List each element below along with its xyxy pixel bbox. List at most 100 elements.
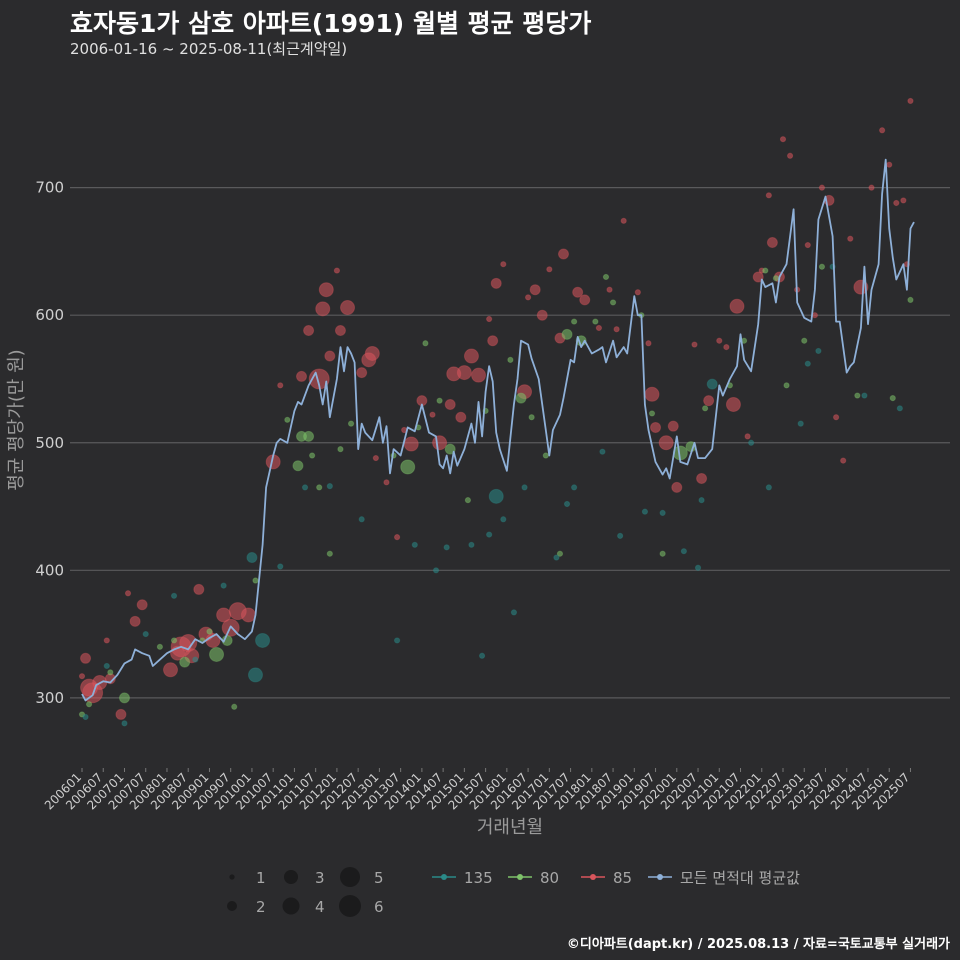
legend-series-label: 모든 면적대 평균값 (680, 869, 800, 887)
scatter-point-85 (900, 197, 907, 204)
scatter-point-85 (557, 248, 569, 260)
scatter-point-80 (772, 275, 780, 282)
legend-size-label: 2 (256, 898, 266, 916)
scatter-point-80 (118, 692, 130, 704)
scatter-point-80 (659, 550, 666, 557)
scatter-point-80 (85, 701, 93, 708)
scatter-point-80 (507, 356, 514, 363)
scatter-point-85 (786, 152, 794, 159)
scatter-point-85 (463, 348, 479, 364)
legend-size-label: 1 (256, 869, 266, 887)
scatter-point-80 (515, 392, 527, 404)
scatter-point-80 (907, 296, 914, 304)
scatter-point-85 (340, 300, 356, 316)
y-tick-label: 300 (35, 689, 64, 707)
scatter-point-135 (748, 439, 755, 446)
scatter-point-80 (170, 637, 178, 644)
scatter-point-135 (170, 592, 178, 599)
scatter-point-85 (658, 435, 674, 451)
scatter-point-85 (723, 343, 730, 351)
scatter-point-85 (487, 335, 499, 347)
scatter-point-85 (486, 315, 493, 323)
scatter-point-85 (818, 184, 826, 191)
legend-series-dot (590, 874, 596, 880)
scatter-point-85 (296, 370, 308, 382)
scatter-point-135 (659, 509, 666, 517)
scatter-point-80 (561, 328, 573, 340)
scatter-point-80 (444, 443, 456, 455)
scatter-point-80 (648, 410, 656, 417)
scatter-point-80 (400, 459, 416, 475)
y-tick-label: 500 (35, 434, 64, 452)
scatter-point-135 (563, 500, 571, 508)
scatter-point-85 (671, 481, 683, 493)
scatter-point-85 (703, 395, 715, 407)
scatter-point-85 (644, 386, 660, 402)
scatter-point-85 (383, 479, 390, 486)
scatter-point-85 (103, 637, 110, 644)
scatter-point-135 (443, 544, 450, 551)
scatter-point-85 (879, 127, 886, 134)
legend: 1 2 3 4 5 6 135 80 85 모든 면적대 평균값 (227, 867, 800, 917)
scatter-point-135 (468, 541, 475, 548)
scatter-point-80 (602, 273, 610, 281)
scatter-point-80 (783, 382, 790, 389)
scatter-point-85 (524, 294, 532, 301)
scatter-point-85 (645, 340, 652, 347)
scatter-point-135 (486, 531, 493, 538)
scatter-point-85 (606, 286, 613, 293)
scatter-point-135 (815, 347, 822, 355)
scatter-point-85 (393, 534, 401, 541)
scatter-point-85 (490, 277, 502, 289)
y-axis-label: 평균 평당가(만 원) (6, 349, 27, 490)
scatter-point-80 (542, 452, 549, 459)
scatter-point-85 (277, 382, 284, 389)
scatter-point-85 (129, 615, 141, 627)
scatter-point-85 (572, 286, 584, 298)
scatter-point-80 (231, 703, 238, 710)
legend-series: 135 80 85 모든 면적대 평균값 (432, 869, 800, 887)
scatter-point-80 (818, 263, 826, 270)
scatter-point-135 (861, 392, 868, 399)
y-tick-label: 700 (35, 179, 64, 197)
scatter-point-85 (364, 345, 380, 361)
scatter-point-80 (316, 484, 323, 491)
scatter-point-80 (889, 395, 896, 402)
scatter-point-85 (650, 421, 662, 433)
scatter-point-135 (680, 548, 687, 555)
scatter-point-80 (436, 397, 443, 404)
scatter-point-85 (752, 271, 764, 283)
scatter-point-85 (536, 309, 548, 321)
scatter-point-135 (103, 662, 110, 670)
legend-series-dot (441, 874, 447, 880)
x-axis-ticks: 2006012006072007012007072008012008072009… (42, 768, 913, 813)
y-axis-ticks: 300 400 500 600 700 (35, 179, 64, 707)
scatter-point-135 (142, 630, 149, 638)
scatter-point-85 (667, 420, 679, 432)
scatter-point-135 (192, 656, 199, 663)
scatter-point-80 (284, 416, 291, 423)
legend-size-label: 5 (374, 869, 384, 887)
scatter-point-85 (579, 294, 591, 306)
scatter-point-80 (337, 446, 344, 453)
legend-size-circle (339, 895, 361, 917)
scatter-point-85 (729, 298, 745, 314)
scatter-point-135 (82, 713, 89, 721)
scatter-point-85 (163, 662, 179, 678)
scatter-point-80 (347, 420, 355, 427)
scatter-point-135 (694, 564, 702, 571)
scatter-point-85 (193, 583, 205, 595)
scatter-point-85 (455, 411, 467, 423)
scatter-point-135 (301, 484, 309, 491)
scatter-point-80 (303, 430, 315, 442)
scatter-point-85 (240, 607, 256, 623)
scatter-point-85 (696, 472, 708, 484)
scatter-point-135 (641, 508, 649, 515)
legend-size-circle (284, 870, 298, 884)
scatter-point-80 (556, 550, 564, 557)
x-axis-label: 거래년월 (477, 817, 543, 838)
scatter-point-80 (801, 337, 808, 344)
scatter-point-85 (429, 411, 436, 418)
scatter-point-80 (179, 656, 191, 668)
scatter-point-85 (546, 266, 553, 273)
